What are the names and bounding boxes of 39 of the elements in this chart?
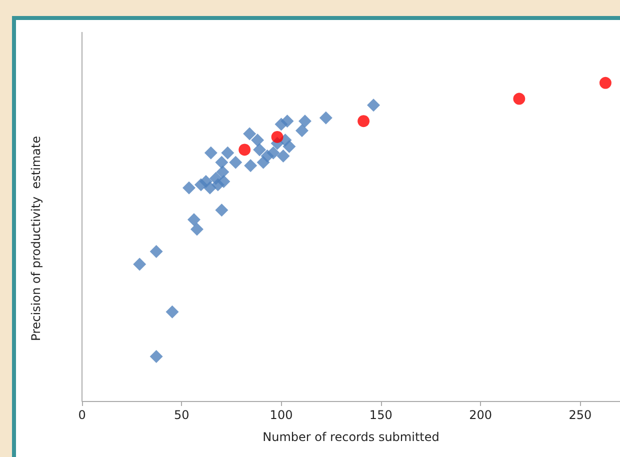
x-tick-label: 100 (270, 408, 293, 422)
point (190, 222, 204, 236)
point (295, 124, 308, 138)
point (203, 181, 216, 194)
point (282, 140, 296, 154)
point (253, 143, 266, 156)
point (221, 146, 234, 160)
point (215, 204, 228, 217)
x-tick-label: 0 (78, 408, 86, 422)
point (513, 92, 526, 105)
x-tick-label: 50 (174, 408, 190, 422)
point (319, 111, 332, 124)
point (243, 127, 256, 140)
point (217, 175, 230, 188)
x-tick-label: 150 (369, 408, 392, 422)
point (166, 305, 179, 318)
point (238, 144, 251, 156)
y-axis-title: Precision of productivity estimate (29, 136, 43, 341)
point (271, 130, 284, 143)
point (276, 150, 290, 163)
point (266, 146, 280, 160)
point (187, 213, 200, 226)
point (298, 114, 312, 128)
point (150, 244, 163, 258)
point (358, 115, 370, 128)
point (215, 156, 228, 169)
point (599, 76, 612, 89)
point (244, 159, 258, 172)
point (229, 156, 242, 169)
point (280, 114, 294, 128)
point (150, 350, 163, 363)
point (182, 181, 196, 194)
x-tick-label: 200 (469, 408, 492, 422)
point (367, 98, 380, 112)
x-axis-title: Number of records submitted (262, 430, 440, 444)
point (133, 258, 146, 271)
x-tick-label: 250 (568, 408, 592, 422)
point (204, 146, 218, 160)
point (251, 134, 264, 147)
